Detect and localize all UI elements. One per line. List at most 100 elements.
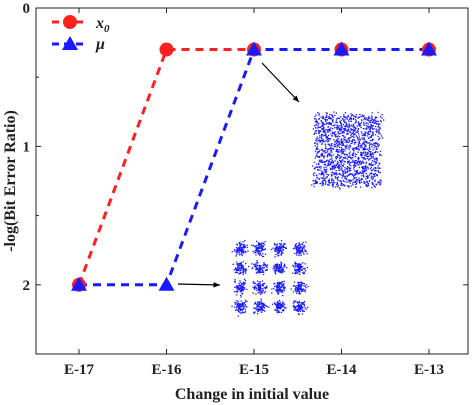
- scatter-dot: [314, 142, 316, 144]
- scatter-dot: [259, 253, 262, 255]
- scatter-dot: [275, 253, 277, 256]
- scatter-dot: [255, 266, 258, 268]
- scatter-dot: [357, 157, 359, 160]
- scatter-dot: [342, 179, 344, 182]
- scatter-dot: [297, 264, 299, 266]
- scatter-dot: [370, 166, 372, 169]
- scatter-dot: [371, 164, 373, 167]
- scatter-dot: [371, 143, 373, 145]
- scatter-dot: [237, 310, 240, 312]
- scatter-dot: [319, 183, 321, 185]
- scatter-dot: [242, 286, 244, 289]
- scatter-dot: [235, 271, 237, 273]
- scatter-dot: [240, 309, 242, 312]
- constellation-insets: [231, 111, 385, 317]
- scatter-dot: [261, 302, 263, 304]
- scatter-dot: [280, 253, 282, 256]
- scatter-dot: [327, 151, 329, 153]
- scatter-dot: [363, 151, 365, 153]
- scatter-dot: [341, 151, 343, 153]
- scatter-dot: [371, 157, 373, 159]
- scatter-dot: [365, 175, 367, 178]
- scatter-dot: [238, 288, 240, 291]
- scatter-dot: [258, 285, 261, 287]
- scatter-dot: [369, 148, 371, 150]
- scatter-dot: [348, 166, 350, 169]
- scatter-dot: [255, 307, 257, 309]
- scatter-dot: [357, 117, 359, 119]
- scatter-dot: [301, 249, 303, 251]
- scatter-dot: [236, 304, 239, 306]
- scatter-dot: [322, 182, 324, 184]
- scatter-dot: [369, 143, 371, 146]
- scatter-dot: [254, 311, 256, 313]
- scatter-dot: [316, 127, 318, 129]
- scatter-dot: [274, 247, 277, 249]
- scatter-dot: [319, 159, 321, 161]
- scatter-dot: [356, 171, 358, 173]
- scatter-dot: [336, 140, 338, 142]
- scatter-dot: [343, 184, 345, 186]
- scatter-dot: [354, 129, 356, 131]
- scatter-dot: [238, 250, 240, 252]
- scatter-dot: [302, 252, 304, 254]
- scatter-dot: [237, 265, 239, 267]
- scatter-dot: [313, 180, 315, 182]
- scatter-dot: [352, 129, 355, 131]
- scatter-dot: [325, 136, 327, 139]
- scatter-dot: [361, 146, 363, 148]
- scatter-dot: [315, 182, 318, 184]
- scatter-dot: [279, 290, 281, 292]
- scatter-dot: [277, 265, 279, 267]
- x-axis-title: Change in initial value: [175, 386, 329, 403]
- scatter-dot: [271, 288, 273, 290]
- scatter-dot: [273, 265, 275, 267]
- scatter-dot: [254, 245, 257, 247]
- scatter-dot: [379, 172, 381, 174]
- scatter-dot: [346, 133, 348, 135]
- scatter-dot: [373, 185, 375, 187]
- scatter-dot: [322, 124, 325, 126]
- scatter-dot: [365, 117, 367, 119]
- scatter-dot: [346, 133, 348, 135]
- scatter-dot: [242, 304, 245, 306]
- scatter-dot: [316, 176, 318, 178]
- scatter-dot: [242, 241, 244, 243]
- scatter-dot: [344, 119, 346, 121]
- scatter-dot: [261, 242, 263, 244]
- scatter-dot: [299, 264, 301, 266]
- scatter-dot: [351, 114, 354, 116]
- scatter-dot: [373, 161, 375, 163]
- scatter-dot: [375, 125, 377, 128]
- scatter-dot: [370, 154, 372, 156]
- scatter-dot: [304, 263, 306, 265]
- scatter-dot: [372, 133, 374, 136]
- scatter-dot: [368, 147, 371, 149]
- scatter-dot: [257, 249, 259, 251]
- scatter-dot: [255, 262, 258, 264]
- scatter-dot: [360, 153, 362, 155]
- scatter-dot: [354, 181, 356, 183]
- scatter-dot: [294, 244, 297, 247]
- scatter-dot: [294, 263, 296, 265]
- scatter-dot: [367, 176, 369, 179]
- scatter-dot: [362, 167, 364, 170]
- scatter-dot: [332, 179, 335, 181]
- scatter-dot: [331, 178, 333, 180]
- scatter-dot: [343, 114, 345, 116]
- scatter-dot: [371, 153, 373, 155]
- scatter-dot: [240, 263, 242, 265]
- scatter-dot: [300, 287, 302, 289]
- scatter-dot: [304, 246, 306, 248]
- scatter-dot: [296, 287, 298, 289]
- scatter-dot: [278, 306, 280, 309]
- scatter-dot: [243, 281, 245, 284]
- scatter-dot: [323, 131, 325, 133]
- scatter-dot: [301, 265, 304, 268]
- scatter-dot: [282, 270, 284, 272]
- scatter-dot: [342, 151, 345, 153]
- scatter-dot: [237, 252, 239, 254]
- scatter-dot: [359, 146, 361, 148]
- scatter-dot: [321, 149, 323, 151]
- scatter-dot: [343, 129, 346, 131]
